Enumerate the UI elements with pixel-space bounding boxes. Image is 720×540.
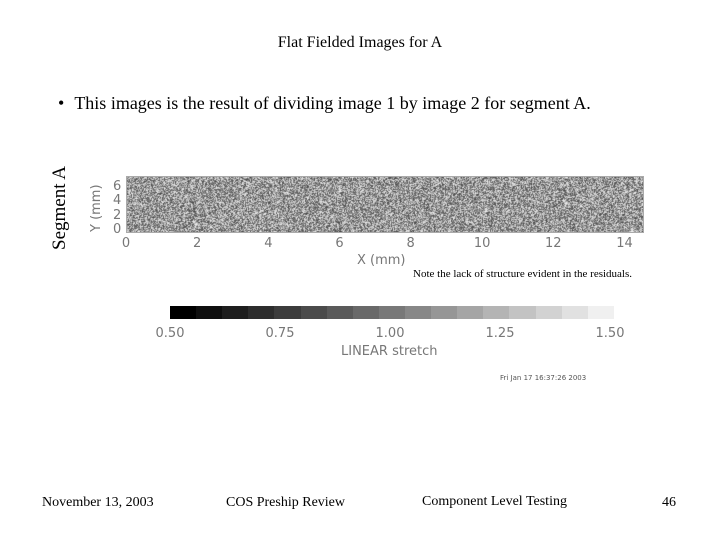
colorbar-block [431,306,458,319]
x-tick-label: 4 [264,236,273,251]
x-tick-label: 8 [406,236,415,251]
x-tick-label: 6 [335,236,344,251]
colorbar-tick-label: 0.75 [265,326,295,341]
colorbar [170,306,640,319]
colorbar-block [483,306,510,319]
colorbar-tick-label: 1.50 [595,326,625,341]
footer-level: Component Level Testing [422,494,567,509]
colorbar-block [170,306,197,319]
colorbar-block [352,306,379,319]
colorbar-block [509,306,536,319]
slide-number: 46 [662,495,676,510]
colorbar-block [222,306,249,319]
colorbar-block [535,306,562,319]
flat-field-ratio-image [126,176,644,233]
colorbar-block [300,306,327,319]
footer-date: November 13, 2003 [42,495,154,510]
colorbar-tick-label: 1.25 [485,326,515,341]
x-tick-label: 12 [545,236,562,251]
bullet-text: This images is the result of dividing im… [74,93,591,113]
slide-title: Flat Fielded Images for A [277,34,443,51]
colorbar-block [457,306,484,319]
y-tick-label: 0 [113,222,122,237]
colorbar-tick-label: 0.50 [155,326,185,341]
colorbar-block [404,306,432,319]
x-tick-label: 0 [121,236,131,251]
x-tick-label: 10 [473,236,491,251]
colorbar-block [326,306,353,319]
colorbar-block [613,306,640,319]
colorbar-block [248,306,275,319]
colorbar-block [561,306,588,319]
x-axis-title: X (mm) [357,253,406,268]
colorbar-block [196,306,223,319]
stretch-label: LINEAR stretch [341,344,438,359]
plot-timestamp: Fri Jan 17 16:37:26 2003 [500,374,587,382]
colorbar-block [378,306,405,319]
colorbar-block [274,306,301,319]
x-tick-label: 14 [616,236,633,251]
residuals-note: Note the lack of structure evident in th… [413,268,633,280]
y-tick-label: 4 [113,193,122,209]
colorbar-tick-label: 1.00 [375,326,405,341]
bullet-point: • This images is the result of dividing i… [58,93,591,114]
y-tick-label: 2 [113,207,122,223]
colorbar-block [587,306,614,319]
footer-review: COS Preship Review [226,495,345,510]
segment-label: Segment A [49,166,70,250]
y-axis-title: Y (mm) [89,184,104,232]
bullet-marker: • [58,93,65,113]
x-tick-label: 2 [193,236,202,251]
y-tick-label: 6 [113,178,122,194]
